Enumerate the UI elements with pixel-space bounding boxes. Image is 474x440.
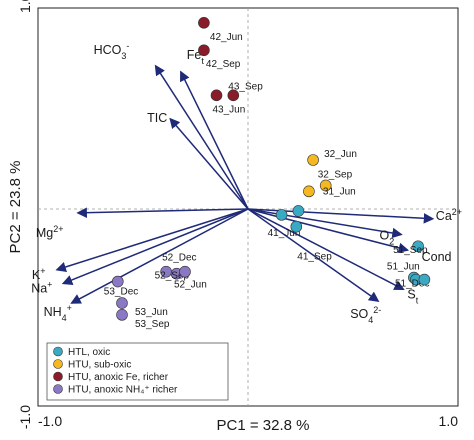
vector-tic bbox=[169, 117, 249, 210]
point-31-jun bbox=[303, 185, 315, 198]
point-label-52-sep: 52_Sep bbox=[155, 271, 190, 282]
point-label-51-jun: 51_Jun bbox=[387, 262, 420, 273]
point-label-41-sep: 41_Sep bbox=[297, 252, 332, 263]
point-43-jun bbox=[210, 89, 223, 102]
point-43-sep bbox=[227, 89, 240, 102]
vector-o2 bbox=[247, 208, 403, 239]
point-41-sep bbox=[290, 220, 303, 233]
legend-label-0: HTL, oxic bbox=[68, 347, 110, 358]
legend-label-3: HTU, anoxic NH₄⁺ richer bbox=[68, 385, 178, 396]
vector-cond bbox=[247, 208, 410, 253]
x-axis-title: PC1 = 32.8 % bbox=[217, 417, 310, 434]
vector-label-na: Na+ bbox=[31, 279, 52, 295]
point-53-sep bbox=[116, 309, 128, 321]
point-52-jun bbox=[179, 265, 191, 278]
point-label-52-dec: 52_Dec bbox=[162, 253, 196, 264]
vector-label-nh4: NH4+ bbox=[44, 303, 72, 323]
axis-ticks: -1.0 1.0 1.0 -1.0 bbox=[17, 0, 458, 429]
point-label-53-jun: 53_Jun bbox=[135, 307, 168, 318]
point-label-42-jun: 42_Jun bbox=[210, 32, 243, 43]
point-label-51-sep: 51_Sep bbox=[393, 245, 428, 256]
legend-box bbox=[46, 342, 229, 401]
vector-st bbox=[247, 208, 405, 291]
vector-label-o2: O2 bbox=[380, 228, 395, 246]
y-tick-label-1: -1.0 bbox=[17, 405, 33, 429]
vector-label-st: St bbox=[407, 287, 418, 305]
legend-marker-3 bbox=[53, 384, 63, 394]
vector-k bbox=[55, 208, 249, 273]
vector-na bbox=[61, 208, 249, 285]
point-label-53-dec: 53_Dec bbox=[104, 287, 138, 298]
vector-nh4 bbox=[70, 208, 249, 304]
point-label-51-dec: 51_Dec bbox=[395, 279, 429, 290]
legend-marker-1 bbox=[53, 359, 63, 369]
point-label-41-jun: 41_Jun bbox=[268, 228, 301, 239]
vector-hco3 bbox=[154, 64, 249, 210]
vector-so42 bbox=[247, 208, 380, 302]
x-tick-label-0: -1.0 bbox=[38, 413, 62, 429]
point-label-42-sep: 42_Sep bbox=[206, 59, 241, 70]
point-42-jun bbox=[198, 16, 210, 29]
point-unlabeled-9 bbox=[292, 205, 305, 217]
point-label-31-jun: 31_Jun bbox=[323, 186, 356, 197]
point-unlabeled-13 bbox=[418, 273, 431, 286]
loading-vectors: HCO3- Fet TIC Ca2+ O2 Cond St SO42- Mg2+ K+Na+ NH4… bbox=[31, 41, 462, 325]
vector-label-hco3: HCO3- bbox=[94, 41, 130, 61]
point-42-sep bbox=[198, 44, 210, 57]
legend-label-2: HTU, anoxic Fe, richer bbox=[68, 372, 169, 383]
vector-label-ca2: Ca2+ bbox=[436, 207, 462, 223]
point-53-dec bbox=[112, 275, 124, 288]
vector-label-tic: TIC bbox=[147, 111, 167, 125]
point-label-43-sep: 43_Sep bbox=[228, 81, 263, 92]
point-label-32-sep: 32_Sep bbox=[318, 169, 353, 180]
y-tick-label-0: 1.0 bbox=[17, 0, 33, 13]
vector-label-mg2: Mg2+ bbox=[36, 224, 64, 240]
vector-label-k: K+ bbox=[32, 266, 46, 282]
legend-marker-0 bbox=[53, 346, 63, 357]
legend-label-1: HTU, sub-oxic bbox=[68, 360, 131, 371]
legend-marker-2 bbox=[53, 371, 63, 382]
y-axis-title: PC2 = 23.8 % bbox=[7, 161, 24, 254]
vector-mg2 bbox=[76, 207, 249, 218]
point-label-32-jun: 32_Jun bbox=[324, 149, 357, 160]
point-41-jun bbox=[275, 209, 288, 221]
vector-label-fet: Fet bbox=[187, 48, 205, 66]
x-tick-label-1: 1.0 bbox=[439, 413, 459, 429]
point-51-sep bbox=[412, 240, 424, 253]
point-label-53-sep: 53_Sep bbox=[135, 319, 170, 330]
point-label-52-jun: 52_Jun bbox=[174, 280, 207, 291]
point-32-sep bbox=[319, 179, 332, 192]
point-32-jun bbox=[307, 154, 319, 166]
point-label-43-jun: 43_Jun bbox=[213, 104, 246, 115]
vector-fet bbox=[180, 70, 249, 210]
sample-points: 42_Jun 42_Sep 43_Sep 43_Jun 32_Jun 32_Sep 31_J… bbox=[104, 16, 431, 330]
vector-label-cond: Cond bbox=[422, 250, 452, 264]
point-53-jun bbox=[116, 297, 128, 309]
vector-label-so42: SO42- bbox=[350, 305, 381, 325]
